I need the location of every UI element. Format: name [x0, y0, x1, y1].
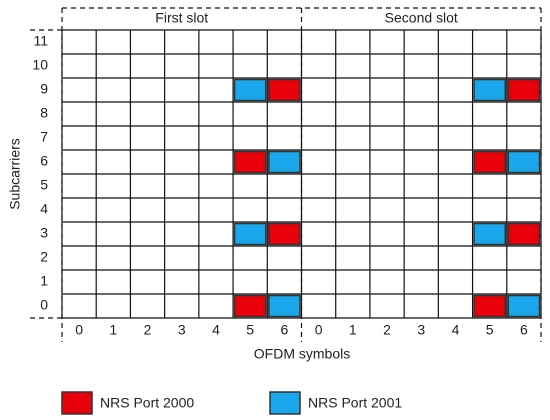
y-tick-label: 6 [40, 153, 48, 169]
x-tick-label: 6 [520, 322, 528, 338]
reference-cell [233, 222, 267, 246]
y-tick-label: 1 [40, 273, 48, 289]
x-tick-label: 3 [417, 322, 425, 338]
y-tick-label: 7 [40, 129, 48, 145]
reference-cell [473, 294, 507, 318]
x-tick-label: 3 [178, 322, 186, 338]
y-tick-label: 2 [40, 249, 48, 265]
reference-cell [233, 78, 267, 102]
reference-cell [268, 78, 301, 102]
y-tick-label: 4 [40, 201, 48, 217]
reference-cell [268, 294, 301, 318]
y-tick-label: 8 [40, 105, 48, 121]
reference-cell [233, 294, 267, 318]
x-tick-label: 2 [144, 322, 152, 338]
reference-cell [507, 78, 541, 102]
y-tick-label: 3 [40, 225, 48, 241]
x-tick-label: 1 [349, 322, 357, 338]
x-axis-label: OFDM symbols [254, 346, 350, 362]
x-tick-label: 2 [383, 322, 391, 338]
y-axis-label: Subcarriers [7, 138, 23, 210]
x-tick-label: 1 [109, 322, 117, 338]
x-tick-label: 5 [486, 322, 494, 338]
legend-label: NRS Port 2000 [100, 395, 194, 411]
x-tick-label: 0 [75, 322, 83, 338]
reference-cell [268, 222, 301, 246]
legend-swatch [269, 391, 301, 415]
y-tick-label: 10 [32, 57, 48, 73]
slot-title: First slot [155, 10, 208, 26]
reference-cell [507, 150, 541, 174]
x-tick-label: 5 [246, 322, 254, 338]
reference-cell [473, 222, 507, 246]
slot-title: Second slot [385, 10, 458, 26]
x-tick-label: 6 [280, 322, 288, 338]
y-tick-label: 11 [33, 33, 48, 49]
reference-cell [507, 222, 541, 246]
reference-cell [268, 150, 301, 174]
reference-cell [473, 150, 507, 174]
x-tick-label: 4 [212, 322, 220, 338]
y-tick-label: 0 [40, 297, 48, 313]
reference-cell [507, 294, 541, 318]
legend-label: NRS Port 2001 [308, 395, 402, 411]
reference-cell [233, 150, 267, 174]
x-tick-label: 0 [315, 322, 323, 338]
y-tick-label: 9 [40, 81, 48, 97]
reference-cell [473, 78, 507, 102]
legend-swatch [61, 391, 93, 415]
x-tick-label: 4 [452, 322, 460, 338]
y-tick-label: 5 [40, 177, 48, 193]
